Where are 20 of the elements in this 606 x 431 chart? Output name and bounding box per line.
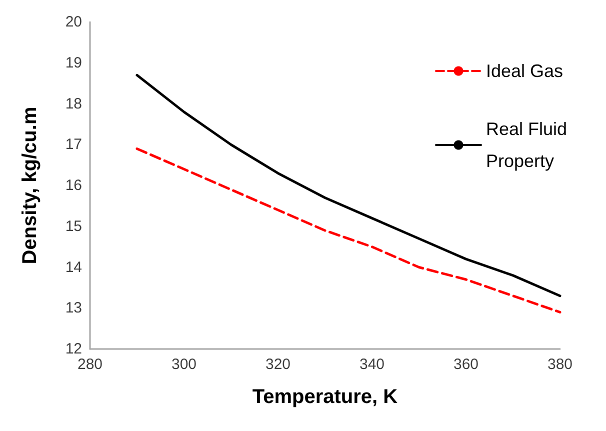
y-tick-label: 12 — [65, 340, 82, 358]
y-tick-label: 17 — [65, 136, 82, 154]
legend-label: Ideal Gas — [486, 61, 564, 81]
y-tick-label: 15 — [65, 218, 82, 235]
y-tick-label: 16 — [65, 177, 82, 194]
y-axis-title: Density, kg/cu.m — [19, 106, 41, 264]
x-tick-label: 380 — [547, 356, 573, 373]
line-series — [136, 147, 562, 314]
y-tick-label: 13 — [65, 300, 82, 317]
y-tick-label: 20 — [65, 14, 82, 30]
x-axis-title: Temperature, K — [252, 386, 398, 408]
x-tick-label: 360 — [453, 356, 479, 373]
y-tick-label: 18 — [65, 95, 82, 112]
y-tick-label: 14 — [65, 258, 82, 276]
y-tick-label: 19 — [65, 54, 82, 72]
x-tick-label: 340 — [359, 356, 385, 373]
x-tick-label: 280 — [77, 356, 103, 373]
legend-label: Real Fluid Property — [486, 119, 572, 171]
x-tick-label: 320 — [265, 356, 291, 373]
x-tick-label: 300 — [171, 356, 197, 373]
